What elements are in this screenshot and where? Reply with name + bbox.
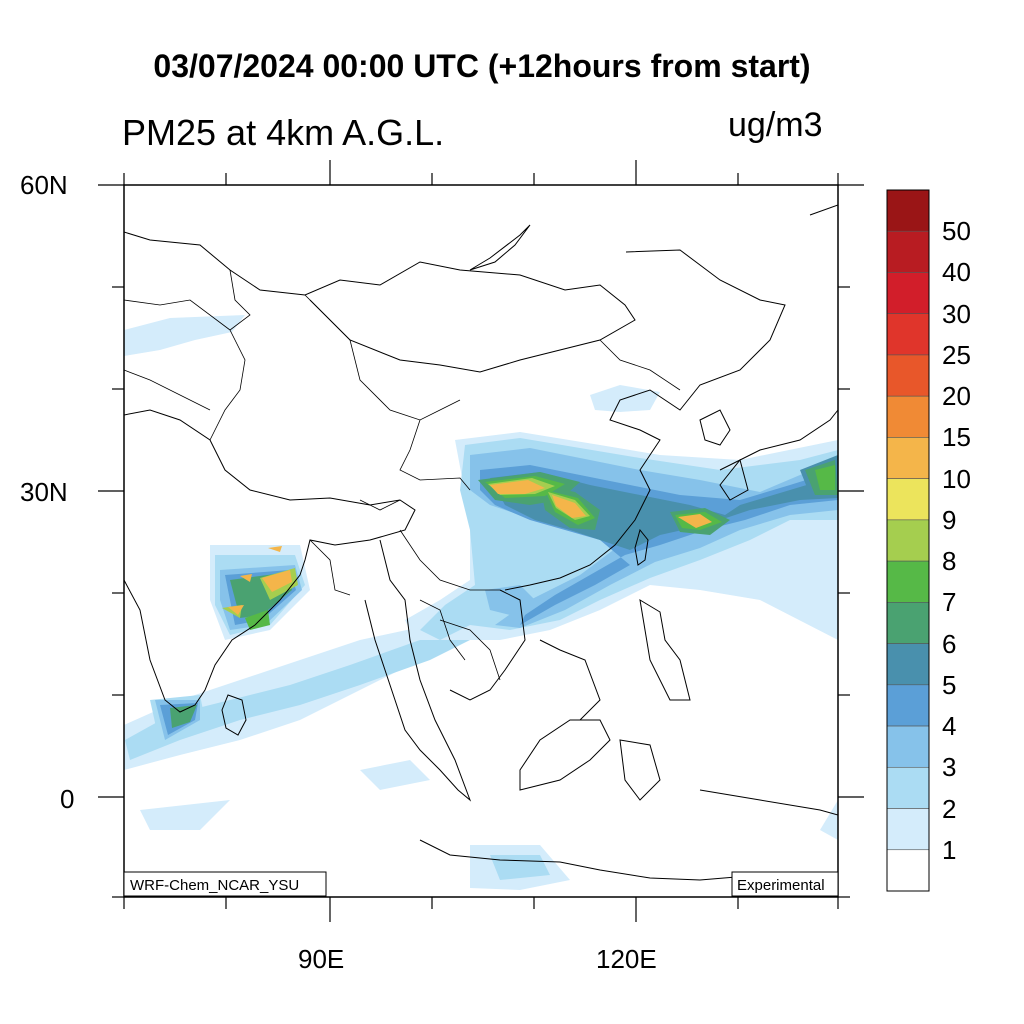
lon-label-120e: 120E [596, 944, 657, 974]
model-label-box [123, 871, 327, 897]
colorbar-swatch [886, 272, 930, 315]
lat-label-equator: 0 [60, 784, 75, 814]
pm25-level-10 [228, 480, 712, 615]
variable-title: PM25 at 4km A.G.L. [122, 112, 445, 153]
colorbar-swatch [886, 230, 930, 273]
status-label: Experimental [737, 877, 825, 894]
colorbar-swatch [886, 602, 930, 644]
colorbar-swatch [886, 560, 930, 603]
map-ticks [98, 160, 864, 922]
colorbar [886, 189, 930, 892]
pm25-field [124, 315, 838, 890]
lat-label-60n: 60N [20, 170, 68, 200]
map-frame [123, 184, 839, 898]
colorbar-swatch [886, 313, 930, 356]
colorbar-swatch [886, 684, 930, 727]
colorbar-swatch [886, 437, 930, 479]
colorbar-swatch [886, 643, 930, 686]
colorbar-tick-label: 1 [942, 834, 957, 865]
colorbar-tick-label: 3 [942, 752, 957, 783]
colorbar-tick-label: 9 [942, 504, 957, 535]
colorbar-swatch [886, 519, 930, 562]
colorbar-swatch [886, 725, 930, 768]
colorbar-swatch [886, 478, 930, 521]
model-label: WRF-Chem_NCAR_YSU [130, 877, 299, 894]
colorbar-tick-label: 6 [942, 628, 957, 659]
colorbar-tick-label: 8 [942, 546, 957, 577]
units-label: ug/m3 [728, 106, 823, 144]
coastlines [124, 204, 838, 881]
lon-label-90e: 90E [298, 944, 345, 974]
colorbar-tick-label: 2 [942, 793, 957, 824]
colorbar-swatch [886, 189, 930, 232]
colorbar-tick-label: 7 [942, 587, 957, 618]
country-borders [124, 269, 681, 681]
colorbar-tick-label: 40 [942, 257, 971, 288]
colorbar-tick-label: 5 [942, 669, 957, 700]
colorbar-swatch [886, 849, 930, 892]
colorbar-tick-label: 10 [942, 463, 971, 494]
colorbar-tick-label: 30 [942, 298, 971, 329]
lat-label-30n: 30N [20, 477, 68, 507]
colorbar-swatch [886, 808, 930, 851]
colorbar-outline [886, 189, 930, 892]
colorbar-tick-label: 25 [942, 339, 971, 370]
map-title: 03/07/2024 00:00 UTC (+12hours from star… [153, 48, 811, 84]
colorbar-tick-label: 15 [942, 422, 971, 453]
colorbar-swatch [886, 354, 930, 397]
colorbar-tick-label: 20 [942, 381, 971, 412]
colorbar-swatch [886, 766, 930, 809]
colorbar-swatch [886, 395, 930, 438]
status-label-box [731, 871, 839, 897]
colorbar-tick-label: 4 [942, 711, 957, 742]
colorbar-tick-label: 50 [942, 216, 971, 247]
